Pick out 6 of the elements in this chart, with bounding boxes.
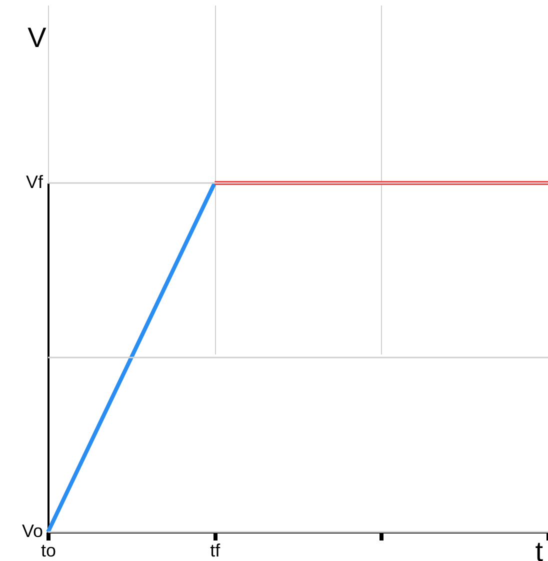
y-axis-title: V <box>28 22 47 53</box>
ref-line-label: Vf <box>26 172 44 192</box>
x-tick-label: tf <box>210 540 222 560</box>
x-tick-label: to <box>40 540 56 560</box>
x-axis-title: t <box>535 536 544 561</box>
ref-line-label: Vo <box>22 521 43 541</box>
